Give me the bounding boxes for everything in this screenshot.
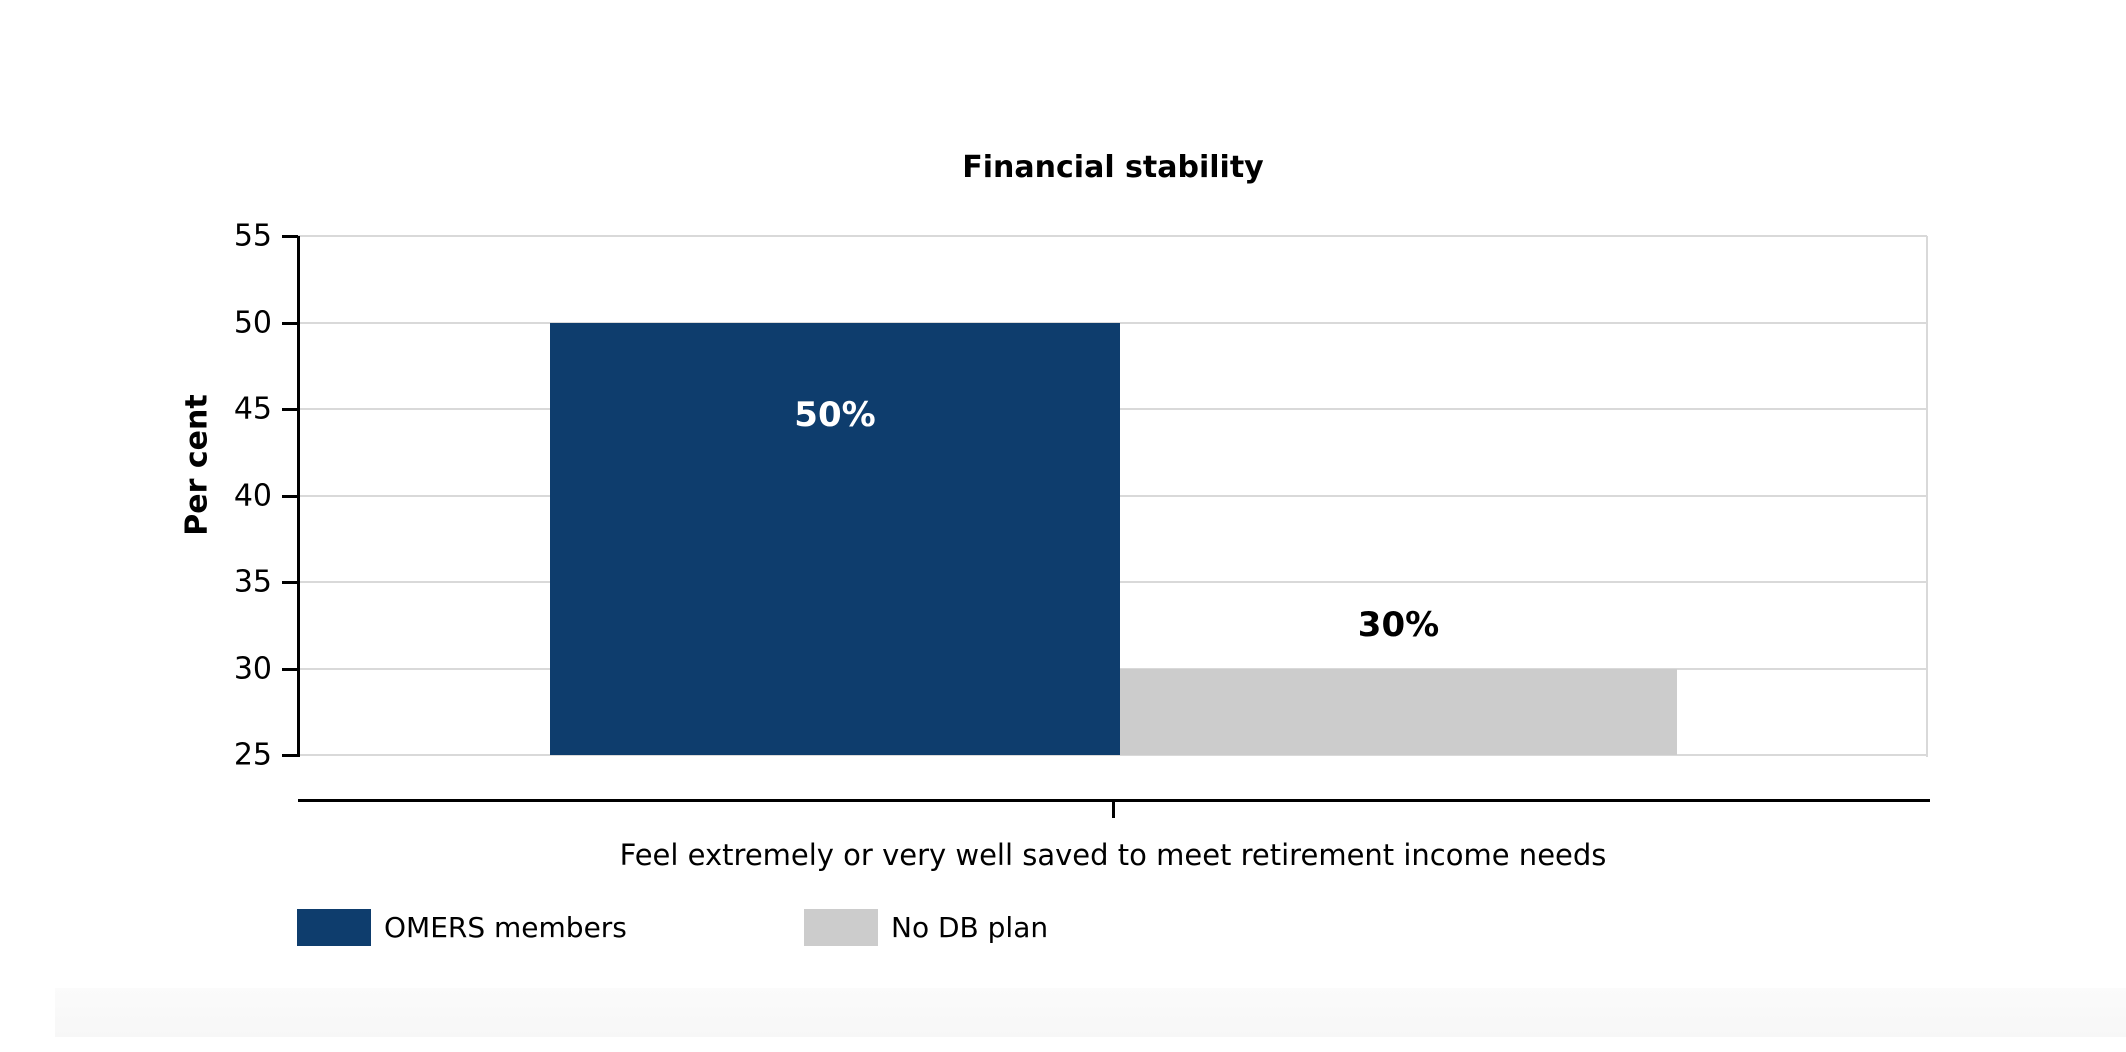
- y-tick-45: [282, 408, 298, 411]
- x-axis-category-tick: [1112, 802, 1115, 818]
- legend-swatch-icon: [804, 909, 878, 946]
- gridline-25: [298, 754, 1927, 756]
- y-tick-label-40: 40: [233, 478, 272, 513]
- plot-right-border: [1926, 236, 1928, 757]
- bar-data-label: 30%: [1357, 604, 1440, 645]
- y-tick-label-55: 55: [233, 218, 272, 254]
- legend-swatch-icon: [297, 909, 371, 946]
- y-tick-label-30: 30: [233, 651, 272, 686]
- y-tick-25: [282, 754, 298, 757]
- gridline-55: [298, 235, 1927, 237]
- y-tick-50: [282, 321, 298, 325]
- footer-band: [55, 988, 2126, 1037]
- y-tick-30: [282, 667, 298, 671]
- x-axis-line: [298, 799, 1930, 802]
- legend-item-no-db-plan: No DB plan: [804, 909, 1048, 946]
- y-tick-40: [282, 494, 298, 498]
- x-axis-category-label: Feel extremely or very well saved to mee…: [619, 838, 1607, 872]
- legend-item-omers-members: OMERS members: [297, 909, 627, 946]
- legend-label: No DB plan: [891, 911, 1049, 944]
- bar-no-db-plan: [1120, 668, 1677, 755]
- y-tick-55: [282, 235, 298, 238]
- y-tick-label-35: 35: [233, 564, 272, 600]
- y-tick-label-45: 45: [233, 391, 272, 427]
- y-tick-label-50: 50: [233, 305, 272, 340]
- legend-label: OMERS members: [384, 911, 627, 944]
- bar-data-label: 50%: [794, 394, 876, 435]
- chart-title: Financial stability: [962, 150, 1264, 185]
- bar-omers-members: [550, 322, 1120, 755]
- y-tick-label-25: 25: [233, 737, 272, 773]
- y-axis-line: [297, 236, 300, 757]
- plot-area: 50% 30%: [298, 235, 1927, 756]
- y-tick-35: [282, 581, 298, 584]
